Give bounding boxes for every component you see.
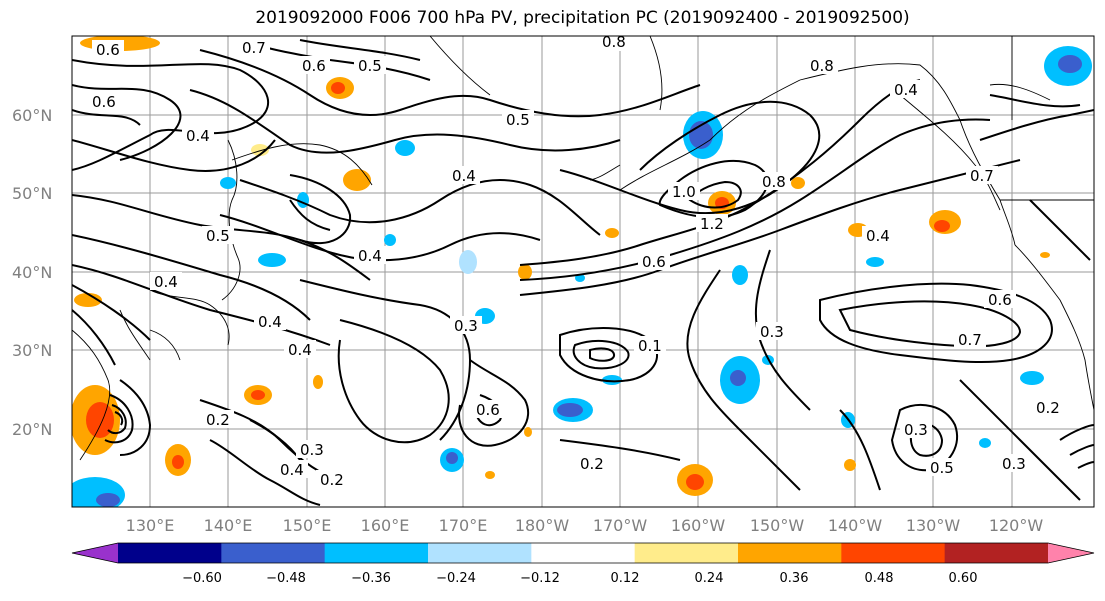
contour-label: 0.4	[894, 81, 918, 99]
contour-label: 0.5	[206, 227, 230, 245]
colorbar-tick-label: −0.60	[182, 571, 222, 586]
lon-label: 160°W	[671, 516, 726, 535]
contour-label: 0.3	[760, 323, 784, 341]
colorbar-tick-label: 0.12	[611, 571, 640, 586]
contour-label: 0.2	[1036, 399, 1060, 417]
map-title: 2019092000 F006 700 hPa PV, precipitatio…	[255, 8, 910, 28]
latitude-labels: 60°N 50°N 40°N 30°N 20°N	[12, 106, 52, 439]
lon-label: 170°W	[593, 516, 648, 535]
contour-label: 0.8	[810, 57, 834, 75]
colorbar-segment	[841, 543, 946, 563]
lat-label-40n: 40°N	[12, 263, 52, 282]
colorbar-tick-labels: −0.60 −0.48 −0.36 −0.24 −0.12 0.12 0.24 …	[182, 571, 977, 586]
lon-label: 120°W	[989, 516, 1044, 535]
colorbar-segment	[738, 543, 842, 563]
contour-label: 0.6	[988, 291, 1012, 309]
lon-label: 140°E	[204, 516, 253, 535]
contour-label: 0.5	[358, 57, 382, 75]
contour-label: 0.6	[96, 41, 120, 59]
lon-label: 180°W	[515, 516, 570, 535]
lon-label: 150°W	[750, 516, 805, 535]
contour-label: 0.6	[642, 253, 666, 271]
longitude-labels: 130°E 140°E 150°E 160°E 170°E 180°W 170°…	[126, 516, 1044, 535]
colorbar-extend-low	[72, 543, 118, 563]
contour-label: 0.6	[92, 93, 116, 111]
colorbar-tick-label: 0.24	[695, 571, 724, 586]
colorbar-segment	[221, 543, 326, 563]
colorbar-tick-label: −0.36	[351, 571, 391, 586]
lat-label-50n: 50°N	[12, 184, 52, 203]
contour-label: 0.3	[1002, 455, 1026, 473]
lon-label: 130°E	[126, 516, 175, 535]
lon-label: 170°E	[439, 516, 488, 535]
contour-label: 0.8	[602, 33, 626, 51]
contour-label: 0.2	[580, 455, 604, 473]
contour-label: 0.4	[154, 273, 178, 291]
colorbar-segment	[118, 543, 222, 563]
contour-label: 0.7	[970, 167, 994, 185]
lon-label: 140°W	[828, 516, 883, 535]
contour-label: 0.3	[454, 317, 478, 335]
contour-label: 0.5	[506, 111, 530, 129]
contour-label: 0.3	[904, 421, 928, 439]
contour-label: 0.5	[930, 459, 954, 477]
colorbar-outline	[71, 542, 1095, 564]
contour-label: 0.4	[186, 127, 210, 145]
colorbar-tick-label: 0.60	[949, 571, 978, 586]
lon-label: 130°W	[906, 516, 961, 535]
lat-label-20n: 20°N	[12, 420, 52, 439]
colorbar-tick-label: −0.24	[436, 571, 476, 586]
contour-label: 1.0	[672, 183, 696, 201]
colorbar-tick-label: 0.36	[780, 571, 809, 586]
lat-label-30n: 30°N	[12, 341, 52, 360]
colorbar-segment	[944, 543, 1049, 563]
colorbar-segment	[428, 543, 532, 563]
contour-label: 0.3	[300, 441, 324, 459]
contour-label: 0.8	[762, 173, 786, 191]
contour-label: 0.2	[320, 471, 344, 489]
contour-label: 0.4	[866, 227, 890, 245]
contour-label: 0.2	[206, 411, 230, 429]
contour-label: 0.4	[358, 247, 382, 265]
colorbar-tick-label: 0.48	[865, 571, 894, 586]
lon-label: 160°E	[361, 516, 410, 535]
contour-label: 0.4	[288, 341, 312, 359]
contour-label: 0.4	[280, 461, 304, 479]
colorbar-tick-label: −0.12	[520, 571, 560, 586]
contour-label: 0.7	[242, 39, 266, 57]
contour-label: 0.6	[302, 57, 326, 75]
contour-label: 0.7	[958, 331, 982, 349]
colorbar	[71, 542, 1095, 564]
colorbar-segment	[324, 543, 429, 563]
lat-label-60n: 60°N	[12, 106, 52, 125]
lon-label: 150°E	[283, 516, 332, 535]
coastlines	[72, 36, 1094, 461]
colorbar-extend-high	[1048, 543, 1094, 563]
contour-label: 1.2	[700, 215, 724, 233]
map-border	[71, 35, 1095, 508]
colorbar-segment	[531, 543, 636, 563]
contour-label: 0.1	[638, 337, 662, 355]
contour-labels: 0.6 0.7 0.6 0.5 0.8 0.8 0.4 0.4 0.5 0.4 …	[88, 33, 1064, 489]
contour-label: 0.4	[452, 167, 476, 185]
colorbar-segment	[634, 543, 739, 563]
contour-label: 0.6	[476, 401, 500, 419]
contour-label: 0.4	[258, 313, 282, 331]
colorbar-tick-label: −0.48	[266, 571, 306, 586]
